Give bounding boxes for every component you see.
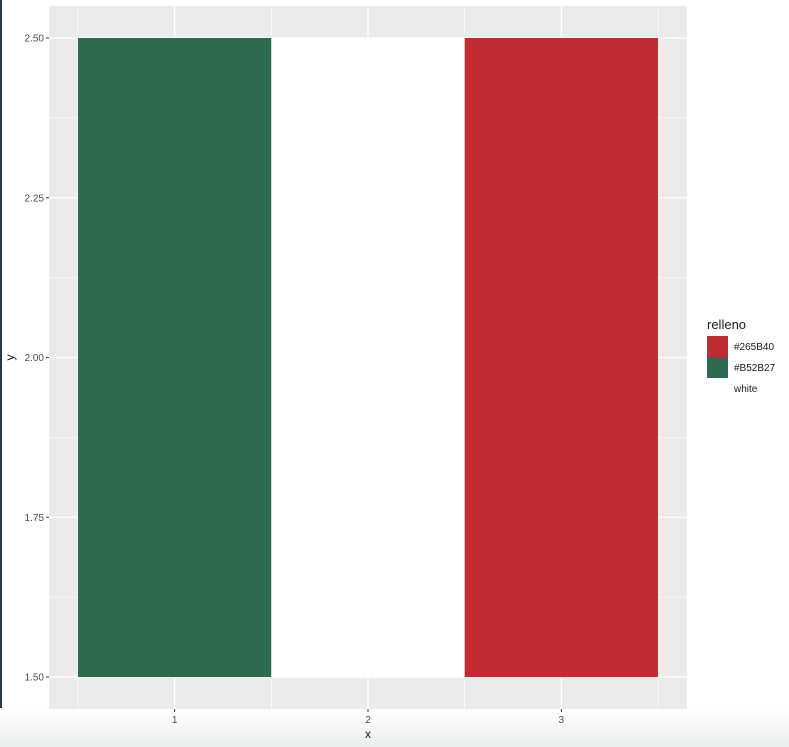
x-axis-ticks: 1 2 3 [172,709,565,726]
legend-key-label: white [733,384,758,395]
y-tick-label: 2.00 [25,353,45,364]
legend-items: #265B40 #B52B27 white [707,336,776,399]
legend-title: relleno [707,317,746,332]
bar-3 [464,38,658,677]
y-tick-label: 2.50 [25,34,45,45]
window-edge [0,0,2,747]
y-tick-label: 1.75 [25,513,45,524]
window-bottom-edge [0,708,789,747]
legend: relleno #265B40 #B52B27 white [707,317,776,399]
legend-key-label: #B52B27 [734,363,776,374]
bars [78,38,658,677]
x-tick-label: 1 [172,715,178,726]
y-tick-label: 2.25 [25,193,45,204]
x-tick-label: 2 [365,715,371,726]
bar-1 [78,38,272,677]
y-tick-label: 1.50 [25,673,45,684]
legend-key-swatch [707,378,728,399]
x-tick-label: 3 [559,715,565,726]
legend-key-swatch [707,336,728,357]
y-axis-ticks: 1.50 1.75 2.00 2.25 2.50 [25,34,49,684]
bar-2 [271,38,465,677]
legend-key-label: #265B40 [734,342,774,353]
x-axis-title: x [365,727,371,741]
legend-key-swatch [707,357,728,378]
y-axis-title: y [3,355,17,361]
